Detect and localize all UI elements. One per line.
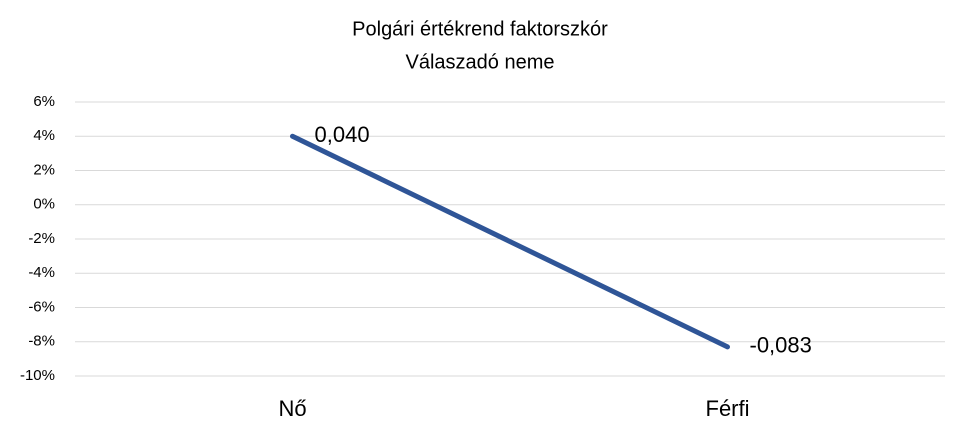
y-tick-label: -8% (28, 333, 55, 350)
y-tick-label: 4% (33, 127, 55, 144)
chart-subtitle: Válaszadó neme (406, 51, 555, 73)
y-tick-label: -10% (20, 367, 55, 384)
x-tick-label: Nő (278, 396, 306, 421)
y-tick-label: -4% (28, 264, 55, 281)
data-label: 0,040 (315, 122, 370, 147)
y-tick-label: 0% (33, 196, 55, 213)
y-tick-label: -2% (28, 230, 55, 247)
data-label: -0,083 (750, 333, 812, 358)
y-tick-label: 6% (33, 93, 55, 110)
x-tick-label: Férfi (706, 396, 750, 421)
chart-title: Polgári értékrend faktorszkór (352, 18, 608, 40)
y-tick-label: -6% (28, 298, 55, 315)
data-line (290, 133, 730, 350)
y-tick-label: 2% (33, 161, 55, 178)
